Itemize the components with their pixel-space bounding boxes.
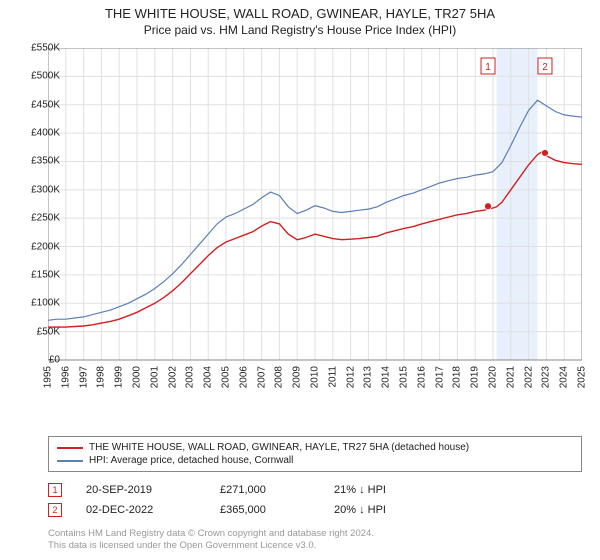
sale-row: 2 02-DEC-2022 £365,000 20% ↓ HPI xyxy=(48,500,582,520)
xtick-label: 2003 xyxy=(185,366,196,388)
sale-date: 20-SEP-2019 xyxy=(86,484,196,496)
footer-line2: This data is licensed under the Open Gov… xyxy=(48,540,582,552)
xtick-label: 2013 xyxy=(363,366,374,388)
xtick-label: 1996 xyxy=(60,366,71,388)
xtick-label: 2017 xyxy=(434,366,445,388)
xtick-label: 2025 xyxy=(577,366,588,388)
xtick-label: 2021 xyxy=(505,366,516,388)
xtick-label: 2000 xyxy=(132,366,143,388)
legend-swatch xyxy=(57,447,83,449)
xtick-label: 2001 xyxy=(149,366,160,388)
svg-text:2: 2 xyxy=(542,62,548,73)
ytick-label: £100K xyxy=(31,298,60,309)
chart-title: THE WHITE HOUSE, WALL ROAD, GWINEAR, HAY… xyxy=(0,6,600,23)
title-block: THE WHITE HOUSE, WALL ROAD, GWINEAR, HAY… xyxy=(0,0,600,38)
xtick-label: 2020 xyxy=(488,366,499,388)
ytick-label: £400K xyxy=(31,128,60,139)
ytick-label: £0 xyxy=(49,355,60,366)
xtick-label: 2006 xyxy=(238,366,249,388)
xtick-label: 2022 xyxy=(523,366,534,388)
footer-line1: Contains HM Land Registry data © Crown c… xyxy=(48,528,582,540)
xtick-label: 2024 xyxy=(559,366,570,388)
sale-row: 1 20-SEP-2019 £271,000 21% ↓ HPI xyxy=(48,480,582,500)
xtick-label: 2010 xyxy=(310,366,321,388)
xtick-label: 2012 xyxy=(345,366,356,388)
xtick-label: 2007 xyxy=(256,366,267,388)
xtick-label: 1999 xyxy=(114,366,125,388)
legend-swatch xyxy=(57,460,83,462)
ytick-label: £550K xyxy=(31,43,60,54)
sale-price: £365,000 xyxy=(220,504,310,516)
xtick-label: 2023 xyxy=(541,366,552,388)
sale-delta: 21% ↓ HPI xyxy=(334,484,454,496)
legend-row: HPI: Average price, detached house, Corn… xyxy=(57,454,573,467)
ytick-label: £150K xyxy=(31,269,60,280)
legend-box: THE WHITE HOUSE, WALL ROAD, GWINEAR, HAY… xyxy=(48,436,582,472)
legend-row: THE WHITE HOUSE, WALL ROAD, GWINEAR, HAY… xyxy=(57,441,573,454)
xtick-label: 2011 xyxy=(327,366,338,388)
ytick-label: £200K xyxy=(31,241,60,252)
ytick-label: £300K xyxy=(31,184,60,195)
xtick-label: 2005 xyxy=(221,366,232,388)
xtick-label: 1998 xyxy=(96,366,107,388)
svg-text:1: 1 xyxy=(485,62,491,73)
legend-label: THE WHITE HOUSE, WALL ROAD, GWINEAR, HAY… xyxy=(89,442,469,453)
ytick-label: £350K xyxy=(31,156,60,167)
ytick-label: £500K xyxy=(31,71,60,82)
xtick-label: 2015 xyxy=(399,366,410,388)
xtick-label: 2018 xyxy=(452,366,463,388)
chart-svg: 12 xyxy=(48,48,582,398)
footer-attribution: Contains HM Land Registry data © Crown c… xyxy=(48,528,582,552)
sale-marker-icon: 2 xyxy=(48,503,62,517)
sales-table: 1 20-SEP-2019 £271,000 21% ↓ HPI 2 02-DEC-202… xyxy=(48,480,582,520)
xtick-label: 2002 xyxy=(167,366,178,388)
sale-marker-icon: 1 xyxy=(48,483,62,497)
xtick-label: 2004 xyxy=(203,366,214,388)
legend-label: HPI: Average price, detached house, Corn… xyxy=(89,455,293,466)
sale-date: 02-DEC-2022 xyxy=(86,504,196,516)
ytick-label: £450K xyxy=(31,99,60,110)
xtick-label: 2019 xyxy=(470,366,481,388)
chart-area: 12 xyxy=(48,48,582,398)
sale-price: £271,000 xyxy=(220,484,310,496)
xtick-label: 2008 xyxy=(274,366,285,388)
xtick-label: 2014 xyxy=(381,366,392,388)
ytick-label: £250K xyxy=(31,213,60,224)
xtick-label: 1997 xyxy=(78,366,89,388)
sale-delta: 20% ↓ HPI xyxy=(334,504,454,516)
xtick-label: 1995 xyxy=(43,366,54,388)
ytick-label: £50K xyxy=(37,326,60,337)
chart-container: THE WHITE HOUSE, WALL ROAD, GWINEAR, HAY… xyxy=(0,0,600,560)
chart-subtitle: Price paid vs. HM Land Registry's House … xyxy=(0,23,600,39)
xtick-label: 2009 xyxy=(292,366,303,388)
xtick-label: 2016 xyxy=(416,366,427,388)
